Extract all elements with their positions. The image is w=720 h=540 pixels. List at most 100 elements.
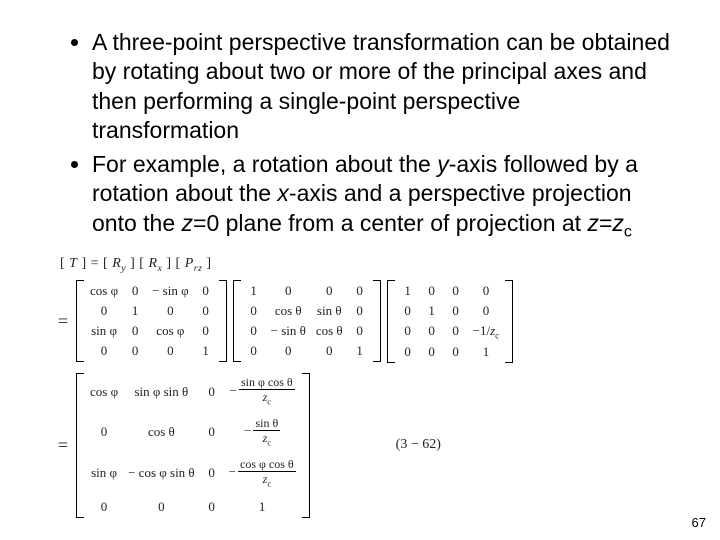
m2-11: cos θ — [275, 303, 302, 319]
m1-31: 0 — [128, 343, 142, 359]
m3-30: 0 — [401, 344, 415, 360]
bullet-1: A three-point perspective transformation… — [92, 28, 670, 146]
bracket-left-icon — [233, 280, 241, 362]
m4-30: 0 — [97, 499, 111, 515]
m4-00: cos φ — [90, 384, 118, 400]
m3-02: 0 — [449, 283, 463, 299]
m2-12: sin θ — [317, 303, 342, 319]
m1-23: 0 — [199, 323, 213, 339]
bracket-right-icon — [505, 280, 513, 364]
m3-13: 0 — [479, 303, 493, 319]
m1-02: − sin φ — [152, 283, 189, 299]
m4-33: 1 — [255, 499, 269, 515]
m2-21: − sin θ — [271, 323, 306, 339]
m1-03: 0 — [199, 283, 213, 299]
m4-13-den: zc — [261, 431, 273, 448]
m1-13: 0 — [199, 303, 213, 319]
equals-2: = — [50, 435, 76, 456]
m3-01: 0 — [425, 283, 439, 299]
m4-03-num: sin φ cos θ — [239, 376, 295, 390]
m4-02: 0 — [205, 384, 219, 400]
b2-z: z — [587, 210, 599, 236]
bracket-right-icon — [373, 280, 381, 362]
m2-13: 0 — [353, 303, 367, 319]
equation-row-2: = cos φ sin φ sin θ 0 −sin φ cos θzc 0 c… — [50, 373, 670, 517]
bracket-left-icon — [387, 280, 395, 364]
equation-line1: [ T ] = [ Ry ] [ Rx ] [ Prz ] — [60, 256, 670, 274]
m2-33: 1 — [353, 343, 367, 359]
b2-zc: z — [612, 210, 624, 236]
m2-20: 0 — [247, 323, 261, 339]
m3-10: 0 — [401, 303, 415, 319]
m3-11: 1 — [425, 303, 439, 319]
m4-13-num: sin θ — [253, 417, 280, 431]
m4-01: sin φ sin θ — [134, 384, 188, 400]
b2-z0: z — [182, 210, 194, 236]
matrix-rx: 1 0 0 0 0 cos θ sin θ 0 0 − sin θ cos θ … — [233, 280, 381, 362]
bullet-list: A three-point perspective transformation… — [70, 28, 670, 242]
m4-03-den: zc — [261, 390, 273, 407]
m1-01: 0 — [128, 283, 142, 299]
m4-22: 0 — [205, 465, 219, 481]
m4-12: 0 — [205, 424, 219, 440]
b2-y: y — [437, 151, 449, 177]
b2-x: x — [277, 180, 289, 206]
m1-20: sin φ — [91, 323, 117, 339]
m4-13: −sin θzc — [244, 417, 280, 448]
m3-12: 0 — [449, 303, 463, 319]
m4-32: 0 — [205, 499, 219, 515]
m2-22: cos θ — [316, 323, 343, 339]
m3-20: 0 — [401, 323, 415, 339]
m3-22: 0 — [449, 323, 463, 339]
m2-03: 0 — [353, 283, 367, 299]
m1-11: 1 — [128, 303, 142, 319]
m3-33: 1 — [479, 344, 493, 360]
m1-12: 0 — [163, 303, 177, 319]
m2-02: 0 — [322, 283, 336, 299]
m4-11: cos θ — [148, 424, 175, 440]
equals-1: = — [50, 311, 76, 332]
bracket-left-icon — [76, 373, 84, 517]
b2-c: c — [624, 222, 632, 240]
equation-tag: (3 − 62) — [396, 437, 441, 453]
m2-01: 0 — [281, 283, 295, 299]
m3-31: 0 — [425, 344, 439, 360]
m3-32: 0 — [449, 344, 463, 360]
matrix-prz-body: 1 0 0 0 0 1 0 0 0 0 0 −1/zc 0 0 0 1 — [395, 280, 506, 364]
equation-block: [ T ] = [ Ry ] [ Rx ] [ Prz ] = cos φ 0 … — [50, 256, 670, 518]
m4-23-den: zc — [261, 472, 273, 489]
matrix-ry: cos φ 0 − sin φ 0 0 1 0 0 sin φ 0 cos φ … — [76, 280, 227, 362]
slide: A three-point perspective transformation… — [0, 0, 720, 540]
m2-30: 0 — [247, 343, 261, 359]
matrix-rx-body: 1 0 0 0 0 cos θ sin θ 0 0 − sin θ cos θ … — [241, 280, 373, 362]
bracket-right-icon — [302, 373, 310, 517]
m1-30: 0 — [97, 343, 111, 359]
m4-23-num: cos φ cos θ — [238, 458, 296, 472]
m4-31: 0 — [154, 499, 168, 515]
b2-eq: = — [599, 210, 612, 236]
m2-31: 0 — [281, 343, 295, 359]
m4-20: sin φ — [91, 465, 117, 481]
m2-00: 1 — [247, 283, 261, 299]
page-number: 67 — [692, 515, 706, 530]
m3-00: 1 — [401, 283, 415, 299]
matrix-prz: 1 0 0 0 0 1 0 0 0 0 0 −1/zc 0 0 0 1 — [387, 280, 514, 364]
m3-03: 0 — [479, 283, 493, 299]
m1-32: 0 — [163, 343, 177, 359]
bullet-1-text: A three-point perspective transformation… — [92, 29, 670, 143]
m1-33: 1 — [199, 343, 213, 359]
b2-p1: For example, a rotation about the — [92, 151, 437, 177]
m4-21: − cos φ sin θ — [128, 465, 195, 481]
m1-00: cos φ — [90, 283, 118, 299]
m2-23: 0 — [353, 323, 367, 339]
m3-23: −1/zc — [473, 323, 500, 341]
equation-row-1: = cos φ 0 − sin φ 0 0 1 0 0 sin φ 0 cos … — [50, 280, 670, 364]
bracket-left-icon — [76, 280, 84, 362]
b2-p4: =0 plane from a center of projection at — [193, 210, 587, 236]
m1-22: cos φ — [156, 323, 184, 339]
m4-10: 0 — [97, 424, 111, 440]
m1-21: 0 — [128, 323, 142, 339]
m3-21: 0 — [425, 323, 439, 339]
m1-10: 0 — [97, 303, 111, 319]
bullet-2: For example, a rotation about the y-axis… — [92, 150, 670, 242]
